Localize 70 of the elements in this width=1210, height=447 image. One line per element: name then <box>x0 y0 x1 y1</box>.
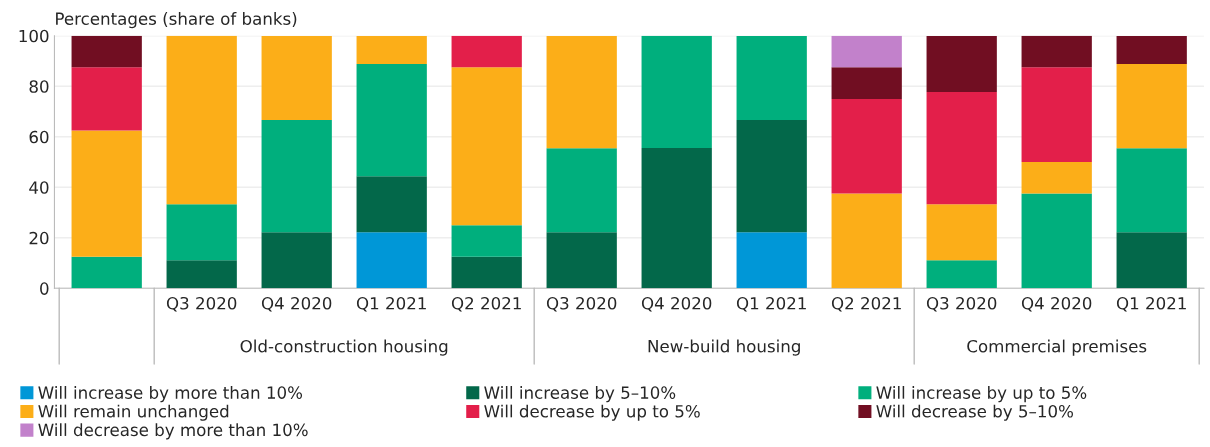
bar <box>1116 148 1187 233</box>
y-tick-label: 20 <box>29 231 49 245</box>
x-tick-label: Q2 2021 <box>451 296 521 312</box>
x-tick-label: Q3 2020 <box>546 296 617 312</box>
bar <box>926 92 997 205</box>
bar <box>261 120 332 233</box>
bar <box>1116 232 1187 289</box>
bar <box>831 98 902 194</box>
bar <box>451 225 522 257</box>
bar <box>356 64 427 177</box>
x-tick-label: Q3 2020 <box>926 296 997 312</box>
x-tick-label: Q4 2020 <box>641 296 712 312</box>
legend-label: Will remain unchanged <box>38 404 229 421</box>
y-tick-label: 100 <box>19 29 49 43</box>
bar <box>71 130 142 257</box>
bar <box>926 260 997 289</box>
bar <box>736 232 807 289</box>
x-tick-label: Q2 2021 <box>831 296 901 312</box>
x-tick-label: Q1 2021 <box>356 296 426 312</box>
legend-label: Will decrease by 5–10% <box>876 404 1073 421</box>
bar <box>831 67 902 99</box>
x-tick-label: Q4 2020 <box>261 296 332 312</box>
x-tick-label: Q1 2021 <box>736 296 806 312</box>
bar <box>451 67 522 226</box>
bar <box>831 35 902 68</box>
text: New-build housing <box>648 339 800 356</box>
bar <box>546 232 617 289</box>
bar <box>166 204 237 261</box>
bar <box>71 256 142 289</box>
bar <box>736 36 807 121</box>
y-tick-label: 0 <box>40 282 49 295</box>
bar <box>546 148 617 233</box>
x-tick-label: Q1 2021 <box>1116 296 1186 312</box>
bar <box>451 256 522 289</box>
y-axis-title: Percentages (share of banks) <box>56 12 297 29</box>
bar <box>1021 162 1092 194</box>
legend-label: Will decrease by more than 10% <box>38 423 308 440</box>
text: Commercial premises <box>967 339 1147 356</box>
legend-label: Will decrease by up to 5% <box>484 404 700 421</box>
y-tick-label: 40 <box>29 181 49 194</box>
text: Old-construction housing <box>240 339 448 356</box>
bar <box>641 147 712 289</box>
bar <box>831 193 902 289</box>
legend-label: Will increase by up to 5% <box>876 386 1087 403</box>
bar <box>261 36 332 121</box>
bar <box>736 120 807 233</box>
bar <box>1021 193 1092 289</box>
bar <box>1116 36 1187 65</box>
bar <box>1021 35 1092 68</box>
bar <box>1116 64 1187 149</box>
bar <box>451 35 522 68</box>
bar <box>641 35 712 148</box>
x-tick-label: Q4 2020 <box>1021 296 1092 312</box>
bar <box>261 232 332 289</box>
bar <box>926 204 997 261</box>
legend-label: Will increase by 5–10% <box>484 386 676 403</box>
bar <box>166 35 237 205</box>
bar <box>356 36 427 65</box>
bar <box>71 67 142 131</box>
bar <box>1021 67 1092 163</box>
y-tick-label: 60 <box>29 130 49 144</box>
bar <box>546 36 617 149</box>
y-tick-label: 80 <box>29 80 49 93</box>
x-tick-label: Q3 2020 <box>166 296 237 312</box>
bar <box>71 35 142 68</box>
legend-label: Will increase by more than 10% <box>38 386 303 403</box>
bar <box>356 232 427 289</box>
bar <box>926 36 997 93</box>
bar <box>356 176 427 233</box>
bar <box>166 260 237 289</box>
